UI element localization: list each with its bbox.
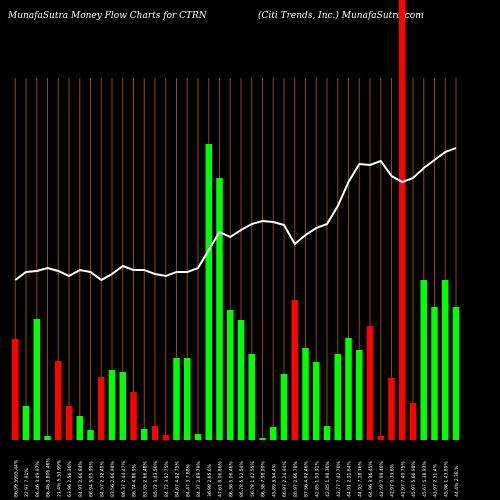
bar bbox=[345, 338, 352, 440]
bar bbox=[98, 377, 105, 440]
bar bbox=[108, 370, 116, 440]
bar bbox=[313, 362, 320, 440]
bar bbox=[33, 319, 40, 440]
x-tick-label: 86.46 3.806.46% bbox=[46, 458, 52, 497]
grid-lines bbox=[14, 78, 457, 440]
bar bbox=[216, 178, 223, 440]
bar bbox=[141, 429, 148, 440]
x-tick-label: 47.61 8.06.86% bbox=[218, 461, 224, 497]
x-tick-label: 86.94 5.05.99% bbox=[89, 461, 95, 497]
bar bbox=[248, 354, 255, 440]
x-tick-label: 21.4% 5.51.99% bbox=[56, 459, 62, 497]
x-tick-label: 86.38 7.98.99% bbox=[261, 461, 267, 497]
bar bbox=[420, 280, 427, 440]
bar bbox=[227, 310, 234, 440]
x-tick-label: 45.89 3.54.4% bbox=[271, 463, 277, 497]
x-tick-label: 86.78 5.52.54% bbox=[239, 461, 245, 497]
x-tick-label: 42.85 1.98.36% bbox=[325, 461, 331, 497]
x-tick-label: 80.97 2.66.78% bbox=[293, 461, 299, 497]
bar bbox=[130, 392, 137, 440]
bar bbox=[151, 426, 159, 440]
bar bbox=[184, 358, 191, 440]
bar bbox=[388, 378, 395, 440]
bar bbox=[76, 416, 83, 440]
x-tick-label: 84.37 2.89.79% bbox=[196, 461, 202, 497]
x-tick-label: 45.67 5.38.93% bbox=[422, 461, 428, 497]
chart-title: MunafaSutra Money Flow Charts for CTRN bbox=[8, 11, 207, 21]
x-tick-label: 22.97 7.91% bbox=[24, 468, 30, 497]
price-line bbox=[14, 147, 457, 282]
x-tick-label: 42.59 7.98.46% bbox=[379, 461, 385, 497]
bar bbox=[173, 358, 180, 440]
x-tick-label: 45.97 5.66.98% bbox=[411, 461, 417, 497]
x-tick-label: 36.98 2.85.6% bbox=[207, 463, 213, 497]
x-tick-label: 85.72 3.43.56% bbox=[153, 461, 159, 497]
x-axis-labels: 86.99 5995.44% 22.97 7.91% 86.46 3.49.97% 8… bbox=[13, 458, 460, 497]
bar bbox=[431, 307, 438, 440]
x-tick-label: 63.96 2.56.36% bbox=[67, 461, 73, 497]
x-tick-label: 42.85 1.93.91% bbox=[314, 461, 320, 497]
bar bbox=[12, 339, 19, 440]
x-tick-label: 44.91 2.31.64% bbox=[347, 461, 353, 497]
x-tick-label: 86.99 5995.44% bbox=[13, 459, 19, 497]
x-tick-label: 83.95 2.66.48% bbox=[142, 461, 148, 497]
x-tick-label: 84.57 2.32.49% bbox=[99, 461, 105, 497]
x-tick-label: 86.74 4.86.9% bbox=[132, 463, 138, 497]
x-tick-label: 84.47 3.7.88% bbox=[185, 463, 191, 497]
bar bbox=[162, 435, 169, 440]
x-tick-label: 44.4% 2.38.% bbox=[454, 465, 460, 497]
x-tick-label: 42.97 7.49.75% bbox=[400, 461, 406, 497]
bar bbox=[452, 307, 460, 440]
bar bbox=[291, 300, 298, 440]
x-tick-label: 84.72 3.57.75% bbox=[164, 461, 170, 497]
series-line bbox=[14, 147, 457, 282]
x-tick-label: 44.93 7.18.76% bbox=[357, 461, 363, 497]
x-tick-label: 87.56 4.92.46% bbox=[304, 461, 310, 497]
bar bbox=[87, 430, 94, 440]
bar bbox=[302, 348, 309, 440]
bar bbox=[356, 350, 363, 440]
bar bbox=[270, 427, 277, 440]
x-tick-label: 84.97 2.66.84% bbox=[78, 461, 84, 497]
x-tick-label: 42.77 7.42.76% bbox=[336, 461, 342, 497]
bar bbox=[399, 0, 406, 440]
bar bbox=[409, 403, 417, 440]
x-tick-label: 83.56 2.66.98% bbox=[110, 461, 116, 497]
bar bbox=[55, 361, 62, 440]
x-tick-label: 43.97 2.31.4% bbox=[433, 463, 439, 497]
x-tick-label: 42.97 9.33.6% bbox=[390, 463, 396, 497]
bar bbox=[259, 438, 266, 440]
bar bbox=[65, 406, 73, 440]
bar bbox=[442, 280, 449, 440]
chart-subtitle: (Citi Trends, Inc.) MunafaSutra.com bbox=[258, 11, 424, 21]
bar bbox=[334, 354, 341, 440]
bar bbox=[323, 426, 331, 440]
x-tick-label: 66.97 2.24.94% bbox=[282, 461, 288, 497]
x-tick-label: 86.37 2.44.47% bbox=[121, 461, 127, 497]
bar bbox=[22, 406, 30, 440]
bar bbox=[366, 326, 374, 440]
bar bbox=[377, 436, 384, 440]
bar bbox=[44, 436, 51, 440]
x-tick-label: 84.67 4.52.75% bbox=[175, 461, 181, 497]
bar bbox=[119, 372, 126, 440]
bars bbox=[12, 0, 460, 440]
x-tick-label: 86.46 3.49.97% bbox=[35, 461, 41, 497]
bar bbox=[194, 434, 202, 440]
x-tick-label: 45.96 1.43.89% bbox=[443, 461, 449, 497]
x-tick-label: 64.96 3.36.45% bbox=[368, 461, 374, 497]
bar bbox=[205, 144, 212, 440]
x-tick-label: 56.78 1.42.55% bbox=[250, 461, 256, 497]
bar bbox=[237, 320, 245, 440]
x-tick-label: 86.36 5.06.46% bbox=[228, 461, 234, 497]
bar bbox=[280, 374, 288, 440]
